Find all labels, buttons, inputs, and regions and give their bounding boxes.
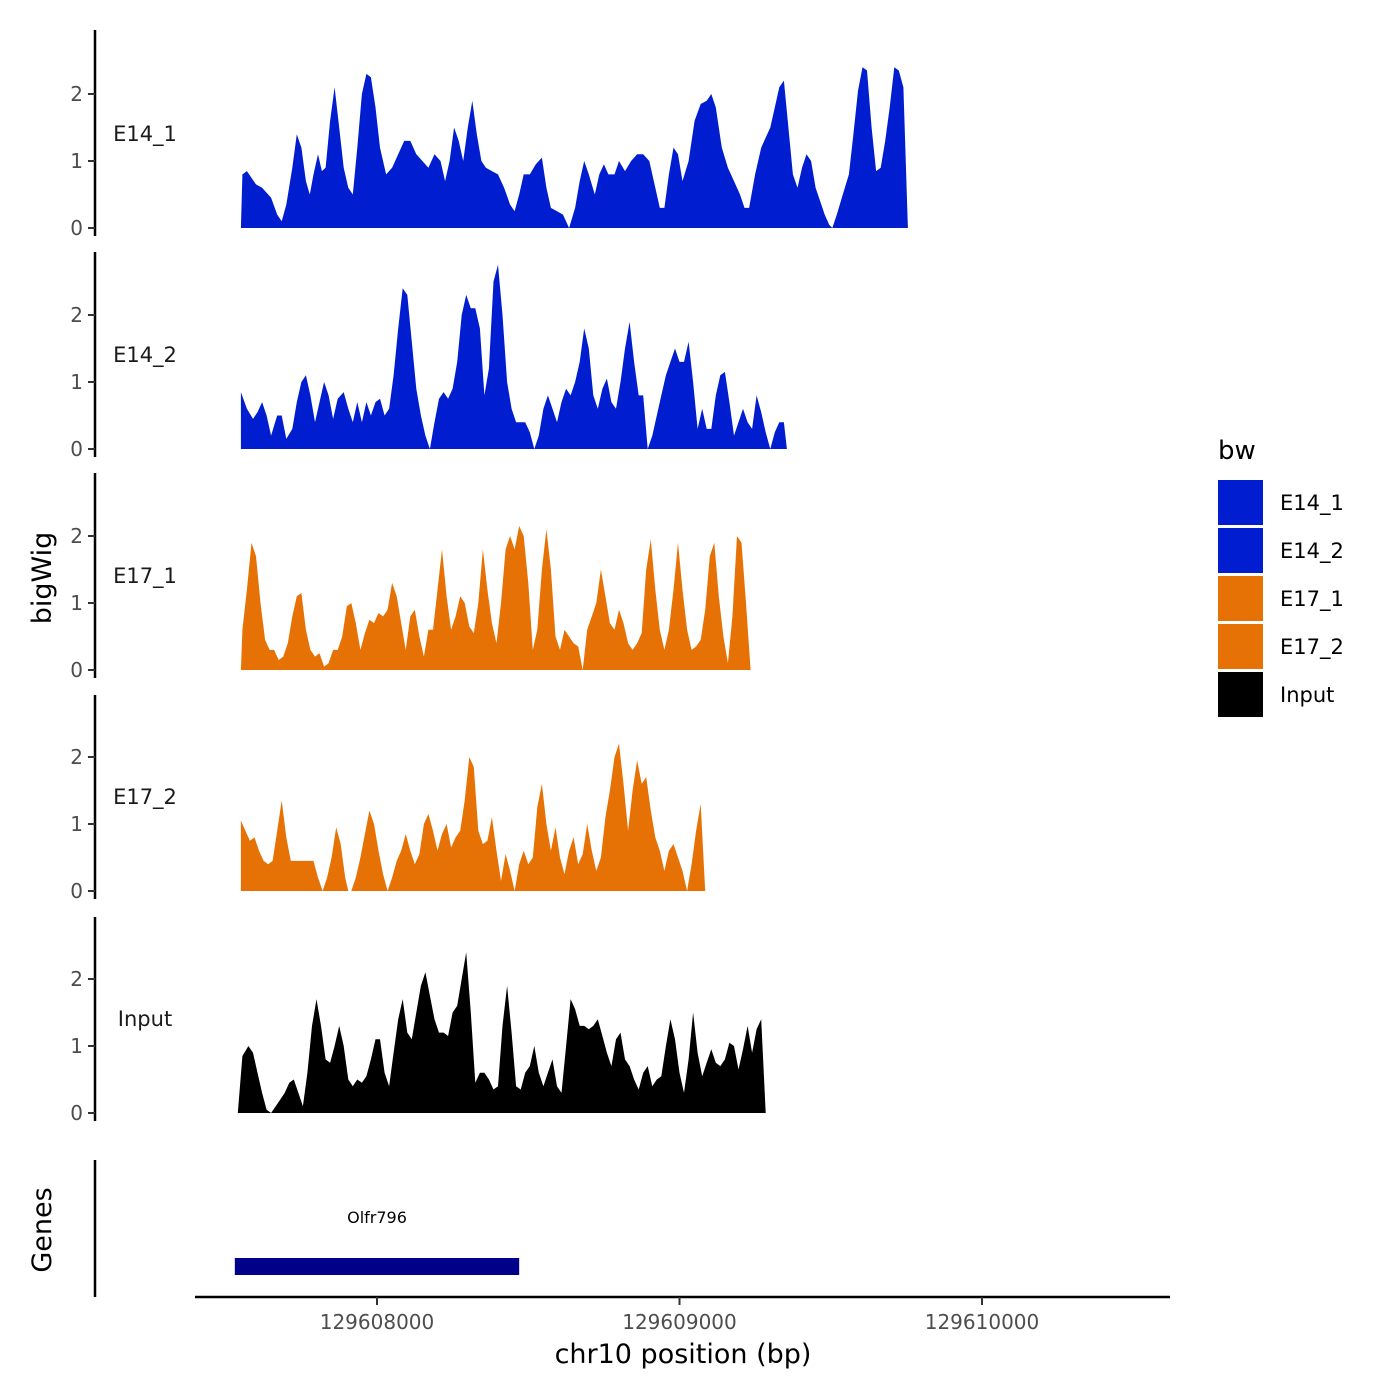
y-tick-label: 0: [70, 216, 83, 240]
y-tick-label: 0: [70, 437, 83, 461]
track-label: E14_2: [113, 343, 177, 368]
legend-swatch: [1218, 528, 1263, 573]
track-e14-2: 0 1 2 E14_2: [70, 252, 787, 461]
tracks-layer: 0 1 2 E14_1 0 1 2 E14_2 0 1 2 E17_1 0 1 2 E17_2 0 1 2 Input: [70, 30, 908, 1125]
track-e14-1: 0 1 2 E14_1: [70, 30, 908, 240]
legend-label: E17_2: [1280, 635, 1344, 660]
y-axis-title: bigWig: [27, 532, 58, 625]
y-tick-label: 1: [70, 1034, 83, 1058]
y-tick-label: 0: [70, 1101, 83, 1125]
legend: bw E14_1 E14_2 E17_1 E17_2 Input: [1218, 436, 1344, 717]
y-tick-label: 1: [70, 149, 83, 173]
gene-label: Olfr796: [347, 1208, 407, 1227]
y-tick-label: 1: [70, 591, 83, 615]
y-tick-label: 1: [70, 812, 83, 836]
legend-label: E14_1: [1280, 491, 1344, 516]
legend-entry-e17-1: E17_1: [1218, 576, 1344, 621]
legend-label: Input: [1280, 683, 1334, 707]
gene-olfr796: Olfr796: [234, 1208, 520, 1275]
track-label: Input: [118, 1007, 172, 1031]
gene-body: [234, 1258, 520, 1275]
genes-axis-title: Genes: [27, 1187, 58, 1272]
legend-entry-input: Input: [1218, 672, 1334, 717]
legend-label: E17_1: [1280, 587, 1344, 612]
track-input: 0 1 2 Input: [70, 917, 766, 1125]
legend-title: bw: [1218, 436, 1256, 466]
x-axis: 129608000 129609000 129610000: [195, 1295, 1170, 1334]
legend-label: E14_2: [1280, 539, 1344, 564]
track-e17-1: 0 1 2 E17_1: [70, 473, 751, 682]
legend-entry-e14-2: E14_2: [1218, 528, 1344, 573]
track-label: E14_1: [113, 122, 177, 147]
legend-swatch: [1218, 624, 1263, 669]
y-tick-label: 2: [70, 303, 83, 327]
y-tick-label: 0: [70, 879, 83, 903]
legend-entry-e17-2: E17_2: [1218, 624, 1344, 669]
coverage-area: [240, 743, 706, 891]
y-tick-label: 2: [70, 967, 83, 991]
track-label: E17_2: [113, 785, 177, 810]
y-tick-label: 2: [70, 524, 83, 548]
coverage-area: [240, 67, 908, 228]
legend-swatch: [1218, 672, 1263, 717]
genes-layer: Olfr796: [93, 1160, 520, 1297]
track-e17-2: 0 1 2 E17_2: [70, 695, 706, 903]
legend-entry-e14-1: E14_1: [1218, 480, 1344, 525]
x-tick-label: 129609000: [622, 1310, 737, 1334]
track-label: E17_1: [113, 564, 177, 589]
y-tick-label: 0: [70, 658, 83, 682]
legend-swatch: [1218, 480, 1263, 525]
x-tick-label: 129608000: [320, 1310, 435, 1334]
x-axis-title: chr10 position (bp): [555, 1339, 812, 1370]
legend-swatch: [1218, 576, 1263, 621]
coverage-area: [237, 952, 766, 1113]
coverage-area: [240, 526, 751, 670]
y-tick-label: 2: [70, 82, 83, 106]
y-tick-label: 2: [70, 745, 83, 769]
x-tick-label: 129610000: [925, 1310, 1040, 1334]
coverage-area: [240, 264, 787, 449]
y-tick-label: 1: [70, 370, 83, 394]
